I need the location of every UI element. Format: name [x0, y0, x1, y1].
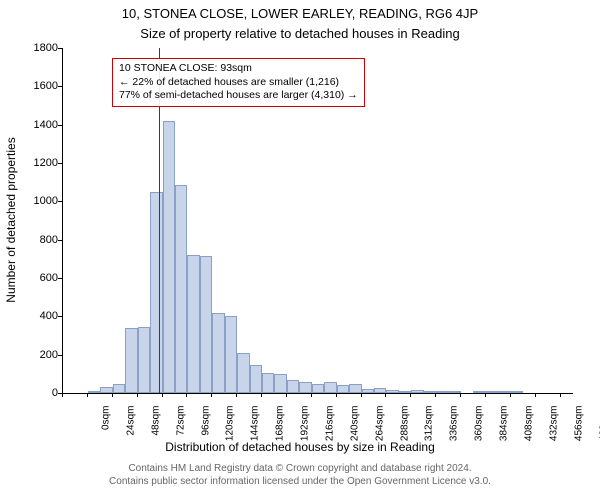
xtick-label: 144sqm — [250, 406, 261, 446]
ytick-mark — [58, 316, 62, 317]
xtick-label: 96sqm — [200, 406, 211, 446]
footer-attribution: Contains HM Land Registry data © Crown c… — [0, 462, 600, 488]
xtick-label: 360sqm — [474, 406, 485, 446]
xtick-label: 192sqm — [300, 406, 311, 446]
histogram-bar — [212, 313, 224, 394]
histogram-bar — [125, 328, 137, 393]
ytick-mark — [58, 240, 62, 241]
histogram-bar — [511, 391, 523, 393]
ytick-label: 600 — [8, 272, 58, 284]
histogram-bar — [262, 373, 274, 393]
histogram-bar — [299, 382, 311, 393]
xtick-label: 288sqm — [399, 406, 410, 446]
ytick-label: 1400 — [8, 119, 58, 131]
histogram-bar — [250, 365, 262, 393]
ytick-label: 0 — [8, 387, 58, 399]
histogram-bar — [237, 353, 249, 393]
histogram-bar — [362, 389, 374, 393]
xtick-mark — [460, 393, 461, 397]
annotation-line: 10 STONEA CLOSE: 93sqm — [119, 62, 358, 76]
ytick-mark — [58, 278, 62, 279]
histogram-bar — [225, 316, 237, 393]
xtick-label: 216sqm — [324, 406, 335, 446]
chart-container: 10, STONEA CLOSE, LOWER EARLEY, READING,… — [0, 0, 600, 500]
ytick-label: 200 — [8, 349, 58, 361]
xtick-mark — [112, 393, 113, 397]
xtick-label: 264sqm — [374, 406, 385, 446]
histogram-bar — [312, 384, 324, 393]
xtick-mark — [211, 393, 212, 397]
xtick-mark — [560, 393, 561, 397]
histogram-bar — [175, 185, 187, 393]
histogram-bar — [200, 256, 212, 393]
histogram-bar — [324, 382, 336, 394]
histogram-bar — [411, 390, 423, 393]
histogram-bar — [163, 121, 175, 393]
xtick-label: 240sqm — [349, 406, 360, 446]
xtick-mark — [385, 393, 386, 397]
xtick-label: 432sqm — [548, 406, 559, 446]
xtick-mark — [410, 393, 411, 397]
xtick-mark — [137, 393, 138, 397]
ytick-label: 800 — [8, 234, 58, 246]
ytick-mark — [58, 355, 62, 356]
xtick-label: 312sqm — [424, 406, 435, 446]
ytick-label: 1600 — [8, 80, 58, 92]
xtick-mark — [162, 393, 163, 397]
annotation-line: 77% of semi-detached houses are larger (… — [119, 89, 358, 103]
xtick-label: 0sqm — [101, 406, 112, 446]
footer-line1: Contains HM Land Registry data © Crown c… — [0, 462, 600, 475]
histogram-bar — [287, 380, 299, 393]
annotation-line: ← 22% of detached houses are smaller (1,… — [119, 76, 358, 90]
xtick-mark — [62, 393, 63, 397]
ytick-mark — [58, 125, 62, 126]
histogram-bar — [138, 327, 150, 393]
xtick-mark — [186, 393, 187, 397]
ytick-mark — [58, 86, 62, 87]
histogram-bar — [349, 384, 361, 393]
histogram-bar — [337, 385, 349, 393]
xtick-mark — [236, 393, 237, 397]
ytick-label: 400 — [8, 310, 58, 322]
xtick-mark — [87, 393, 88, 397]
xtick-mark — [361, 393, 362, 397]
histogram-bar — [436, 391, 448, 393]
histogram-bar — [113, 384, 125, 393]
histogram-bar — [187, 255, 199, 393]
footer-line2: Contains public sector information licen… — [0, 475, 600, 488]
ytick-label: 1200 — [8, 157, 58, 169]
xtick-label: 336sqm — [449, 406, 460, 446]
ytick-mark — [58, 48, 62, 49]
histogram-bar — [150, 192, 162, 393]
xtick-label: 24sqm — [125, 406, 136, 446]
xtick-mark — [311, 393, 312, 397]
histogram-bar — [486, 391, 498, 393]
chart-title-line2: Size of property relative to detached ho… — [0, 26, 600, 41]
chart-title-line1: 10, STONEA CLOSE, LOWER EARLEY, READING,… — [0, 6, 600, 21]
histogram-bar — [88, 391, 100, 393]
xtick-label: 456sqm — [573, 406, 584, 446]
annotation-box: 10 STONEA CLOSE: 93sqm← 22% of detached … — [112, 58, 365, 107]
histogram-bar — [386, 390, 398, 393]
xtick-mark — [286, 393, 287, 397]
ytick-label: 1000 — [8, 195, 58, 207]
ytick-mark — [58, 163, 62, 164]
xtick-label: 384sqm — [499, 406, 510, 446]
xtick-mark — [435, 393, 436, 397]
xtick-mark — [261, 393, 262, 397]
xtick-mark — [510, 393, 511, 397]
xtick-mark — [535, 393, 536, 397]
xtick-label: 48sqm — [150, 406, 161, 446]
xtick-mark — [485, 393, 486, 397]
xtick-label: 168sqm — [275, 406, 286, 446]
xtick-label: 120sqm — [225, 406, 236, 446]
xtick-label: 408sqm — [523, 406, 534, 446]
ytick-label: 1800 — [8, 42, 58, 54]
ytick-mark — [58, 201, 62, 202]
xtick-label: 72sqm — [175, 406, 186, 446]
histogram-bar — [274, 374, 286, 393]
xtick-mark — [336, 393, 337, 397]
